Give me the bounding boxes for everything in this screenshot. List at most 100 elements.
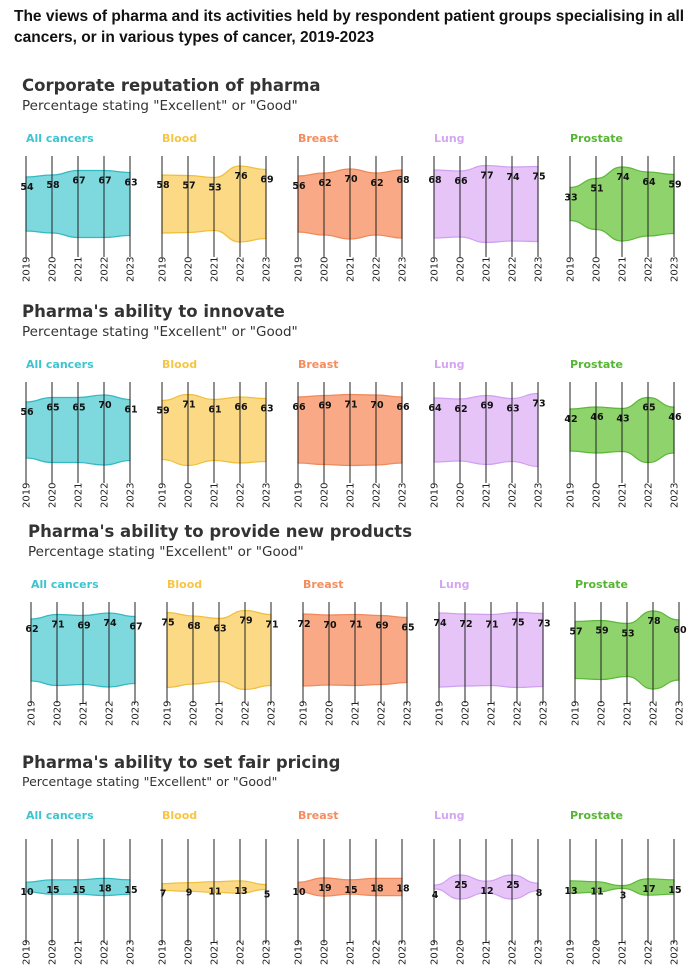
data-label: 69 <box>77 621 90 632</box>
year-tick-label: 2020 <box>320 940 331 965</box>
data-label: 13 <box>564 886 577 897</box>
data-label: 63 <box>124 178 137 189</box>
data-label: 10 <box>292 887 306 898</box>
year-tick-label: 2021 <box>346 483 357 508</box>
data-label: 59 <box>595 626 608 637</box>
year-tick-label: 2020 <box>48 940 59 965</box>
group-all-cancers: 2019 2020 2021 2022 2023 All cancers 62 71 69 74 6… <box>25 578 142 726</box>
chart-svg: 2019 2020 2021 2022 2023 All cancers 56 65 65 70 6… <box>20 358 682 508</box>
group-label: All cancers <box>31 578 99 591</box>
group-blood: 2019 2020 2021 2022 2023 Blood 58 57 53 76 69 <box>156 132 273 282</box>
year-tick-label: 2020 <box>592 257 603 282</box>
panel-subtitle: Percentage stating "Excellent" or "Good" <box>22 98 298 114</box>
data-label: 46 <box>590 412 604 423</box>
data-label: 15 <box>668 885 681 896</box>
group-lung: 2019 2020 2021 2022 2023 Lung 68 66 77 74 75 <box>428 132 545 282</box>
year-tick-label: 2021 <box>210 257 221 282</box>
data-label: 75 <box>511 618 524 629</box>
group-label: All cancers <box>26 809 94 822</box>
year-tick-label: 2022 <box>241 701 252 726</box>
year-tick-label: 2019 <box>566 483 577 508</box>
year-tick-label: 2021 <box>210 483 221 508</box>
year-tick-label: 2021 <box>487 701 498 726</box>
data-label: 64 <box>642 177 656 188</box>
panel-ability-to-innovate: Pharma's ability to innovate Percentage … <box>0 300 700 516</box>
year-tick-label: 2019 <box>294 483 305 508</box>
year-tick-label: 2022 <box>236 483 247 508</box>
data-label: 75 <box>161 618 174 629</box>
data-label: 8 <box>536 888 543 899</box>
data-label: 66 <box>234 402 248 413</box>
year-tick-label: 2023 <box>670 257 681 282</box>
year-tick-label: 2023 <box>262 940 273 965</box>
panel-title: Pharma's ability to set fair pricing <box>22 753 341 772</box>
data-label: 33 <box>564 193 577 204</box>
year-tick-label: 2021 <box>74 483 85 508</box>
year-tick-label: 2021 <box>74 257 85 282</box>
data-label: 5 <box>264 890 271 901</box>
group-label: Breast <box>303 578 344 591</box>
panel-provide-new-products: Pharma's ability to provide new products… <box>0 520 700 736</box>
year-tick-label: 2022 <box>377 701 388 726</box>
year-tick-label: 2020 <box>592 483 603 508</box>
data-label: 77 <box>480 171 493 182</box>
panel-subtitle: Percentage stating "Excellent" or "Good" <box>28 544 304 560</box>
year-tick-label: 2020 <box>48 483 59 508</box>
year-tick-label: 2021 <box>482 483 493 508</box>
group-prostate: 2019 2020 2021 2022 2023 Prostate 33 51 74 64 59 <box>564 132 681 282</box>
year-tick-label: 2021 <box>74 940 85 965</box>
data-label: 67 <box>98 176 111 187</box>
panel-title: Pharma's ability to provide new products <box>28 522 413 541</box>
data-label: 61 <box>208 405 221 416</box>
data-label: 43 <box>616 414 629 425</box>
data-label: 71 <box>182 400 195 411</box>
data-label: 71 <box>349 620 362 631</box>
data-label: 66 <box>292 402 306 413</box>
year-tick-label: 2020 <box>53 701 64 726</box>
data-label: 7 <box>160 889 167 900</box>
year-tick-label: 2020 <box>184 940 195 965</box>
data-label: 73 <box>537 619 550 630</box>
data-label: 60 <box>673 625 687 636</box>
data-label: 70 <box>98 400 112 411</box>
data-label: 13 <box>234 886 247 897</box>
group-lung: 2019 2020 2021 2022 2023 Lung 4 25 12 25 8 <box>430 809 545 965</box>
year-tick-label: 2019 <box>294 257 305 282</box>
year-tick-label: 2019 <box>294 940 305 965</box>
year-tick-label: 2019 <box>435 701 446 726</box>
year-tick-label: 2023 <box>398 940 409 965</box>
group-label: Breast <box>298 809 339 822</box>
year-tick-label: 2023 <box>398 483 409 508</box>
year-tick-label: 2020 <box>592 940 603 965</box>
data-label: 70 <box>323 620 337 631</box>
data-label: 57 <box>182 181 195 192</box>
year-tick-label: 2023 <box>670 483 681 508</box>
group-label: Lung <box>439 578 470 591</box>
group-label: Lung <box>434 132 465 145</box>
year-tick-label: 2022 <box>644 483 655 508</box>
chart-svg: 2019 2020 2021 2022 2023 All cancers 54 58 67 67 6… <box>20 132 681 282</box>
year-tick-label: 2020 <box>456 940 467 965</box>
data-label: 70 <box>344 174 358 185</box>
year-tick-label: 2019 <box>571 701 582 726</box>
year-tick-label: 2020 <box>456 257 467 282</box>
group-lung: 2019 2020 2021 2022 2023 Lung 74 72 71 75 73 <box>433 578 550 726</box>
data-label: 66 <box>454 176 468 187</box>
data-label: 62 <box>370 178 383 189</box>
year-tick-label: 2019 <box>430 483 441 508</box>
data-label: 76 <box>234 171 248 182</box>
year-tick-label: 2019 <box>158 483 169 508</box>
group-breast: 2019 2020 2021 2022 2023 Breast 72 70 71 69 65 <box>297 578 414 726</box>
year-tick-label: 2020 <box>184 483 195 508</box>
data-label: 79 <box>239 616 252 627</box>
year-tick-label: 2023 <box>534 257 545 282</box>
group-blood: 2019 2020 2021 2022 2023 Blood 59 71 61 66 63 <box>156 358 273 508</box>
year-tick-label: 2023 <box>131 701 142 726</box>
data-label: 53 <box>621 629 634 640</box>
year-tick-label: 2021 <box>482 940 493 965</box>
year-tick-label: 2022 <box>100 940 111 965</box>
data-label: 11 <box>208 887 221 898</box>
year-tick-label: 2019 <box>158 257 169 282</box>
year-tick-label: 2023 <box>126 940 137 965</box>
group-label: Blood <box>167 578 202 591</box>
